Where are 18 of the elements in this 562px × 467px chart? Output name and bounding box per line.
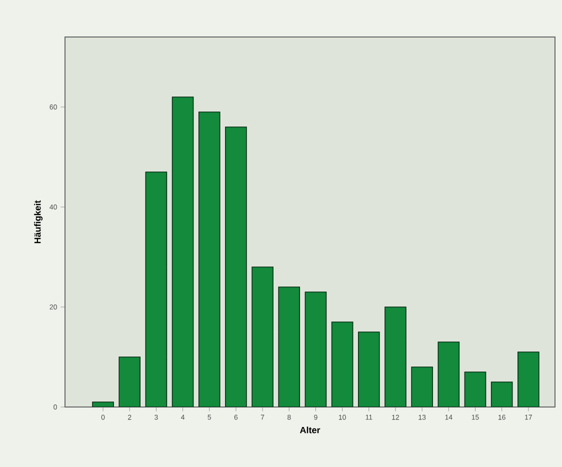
y-axis-title: Häufigkeit xyxy=(34,200,43,244)
bar xyxy=(332,322,353,407)
bar xyxy=(198,112,220,407)
bar xyxy=(119,357,140,407)
bar xyxy=(384,307,406,407)
bar xyxy=(252,267,274,407)
bar xyxy=(146,172,167,407)
bar xyxy=(305,292,326,407)
bar xyxy=(491,382,512,407)
bar xyxy=(518,352,540,407)
bar xyxy=(278,287,300,407)
bar xyxy=(172,97,194,407)
x-axis-title: Alter xyxy=(300,426,320,434)
bar xyxy=(464,372,486,407)
bar xyxy=(358,332,380,407)
bar xyxy=(412,367,433,407)
bar xyxy=(225,127,246,407)
bar xyxy=(438,342,460,407)
